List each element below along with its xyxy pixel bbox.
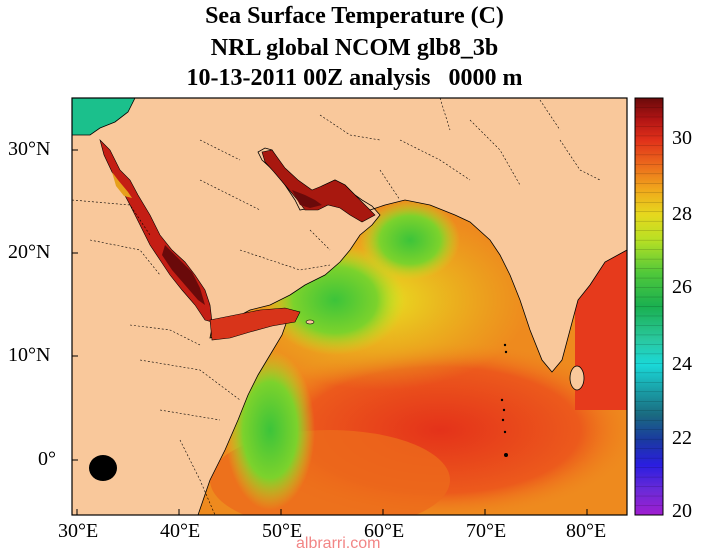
gulf-of-aden <box>209 307 301 341</box>
y-tick-label: 0° <box>38 448 56 470</box>
colorbar-level-lines <box>635 97 663 516</box>
plot-frame <box>71 97 628 516</box>
red-sea-hot-core <box>162 245 205 305</box>
y-tick-label: 20°N <box>8 241 51 263</box>
x-tick-label: 30°E <box>58 520 99 542</box>
gulf-of-suez <box>112 172 132 198</box>
lake-victoria <box>89 455 117 481</box>
islands <box>305 319 585 457</box>
colorbar-label: 24 <box>672 353 692 375</box>
axis-ticks <box>72 149 588 515</box>
y-tick-label: 10°N <box>8 344 51 366</box>
x-tick-label: 50°E <box>262 520 303 542</box>
x-tick-label: 40°E <box>160 520 201 542</box>
x-tick-label: 60°E <box>364 520 405 542</box>
colorbar-label: 22 <box>672 427 692 449</box>
x-tick-label: 70°E <box>466 520 507 542</box>
persian-gulf <box>261 149 376 223</box>
persian-gulf-hot-core <box>292 190 322 208</box>
map-plot-area <box>72 98 627 515</box>
x-tick-label: 80°E <box>566 520 607 542</box>
chart-title: Sea Surface Temperature (C) <box>205 3 504 29</box>
chart-subtitle-model: NRL global NCOM glb8_3b <box>210 35 499 61</box>
watermark: albrarri.com <box>296 535 381 552</box>
y-tick-label: 30°N <box>8 138 51 160</box>
country-boundaries <box>72 98 601 515</box>
colorbar <box>634 97 664 516</box>
colorbar-label: 30 <box>672 127 692 149</box>
colorbar-label: 28 <box>672 203 692 225</box>
colorbar-label: 26 <box>672 276 692 298</box>
green-north <box>360 200 460 280</box>
chart-subtitle-date: 10-13-2011 00Z analysis 0000 m <box>186 65 523 91</box>
mediterranean-sea <box>72 98 135 135</box>
colorbar-label: 20 <box>672 500 692 522</box>
